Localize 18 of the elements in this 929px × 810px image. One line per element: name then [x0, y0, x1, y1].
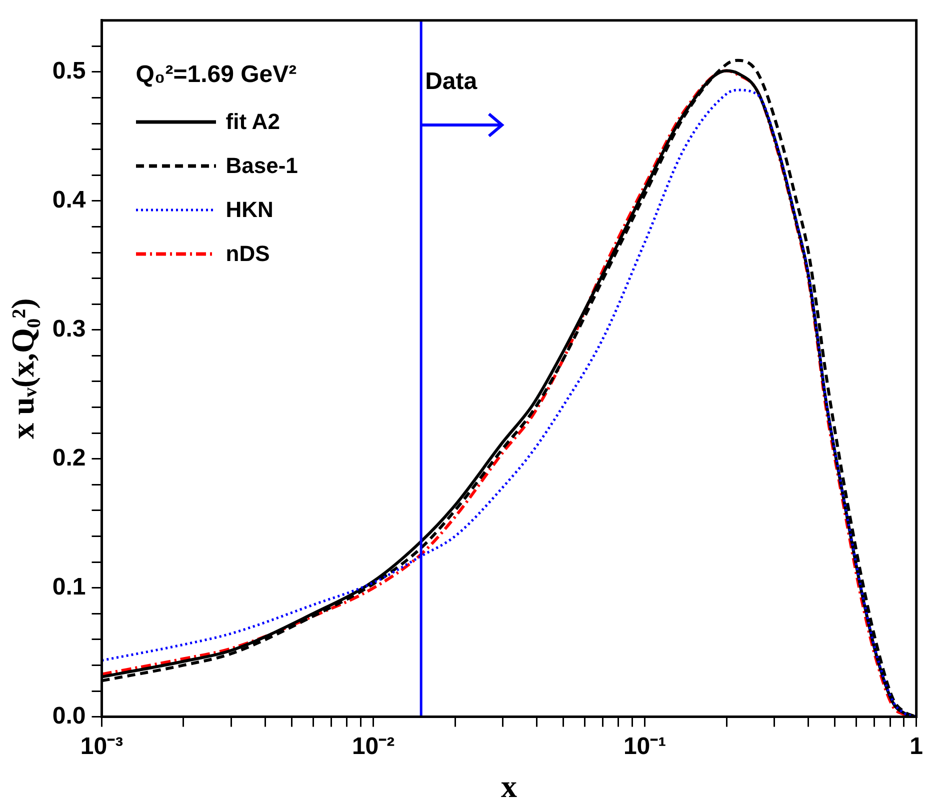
y-tick-label: 0.3 — [52, 316, 86, 343]
y-axis-title: x uᵥ(x,Q₀²) — [4, 298, 40, 439]
legend-label: fit A2 — [226, 109, 280, 136]
y-tick-label: 0.4 — [52, 186, 86, 214]
y-tick-label: 0.0 — [52, 702, 86, 730]
x-tick-label: 10⁻³ — [80, 732, 124, 760]
legend-label: Base-1 — [226, 153, 298, 180]
legend-title: Q₀²=1.69 GeV² — [136, 60, 298, 90]
x-axis-title: x — [501, 768, 518, 804]
y-tick-label: 0.1 — [52, 573, 86, 600]
legend-label: HKN — [226, 197, 274, 224]
y-tick-label: 0.2 — [52, 444, 86, 472]
x-tick-label: 1 — [910, 732, 924, 760]
y-tick-label: 0.5 — [52, 58, 86, 85]
x-tick-label: 10⁻¹ — [623, 732, 666, 760]
x-tick-label: 10⁻² — [352, 732, 395, 760]
ref-line-label: Data — [425, 68, 478, 96]
legend-label: nDS — [226, 241, 270, 268]
